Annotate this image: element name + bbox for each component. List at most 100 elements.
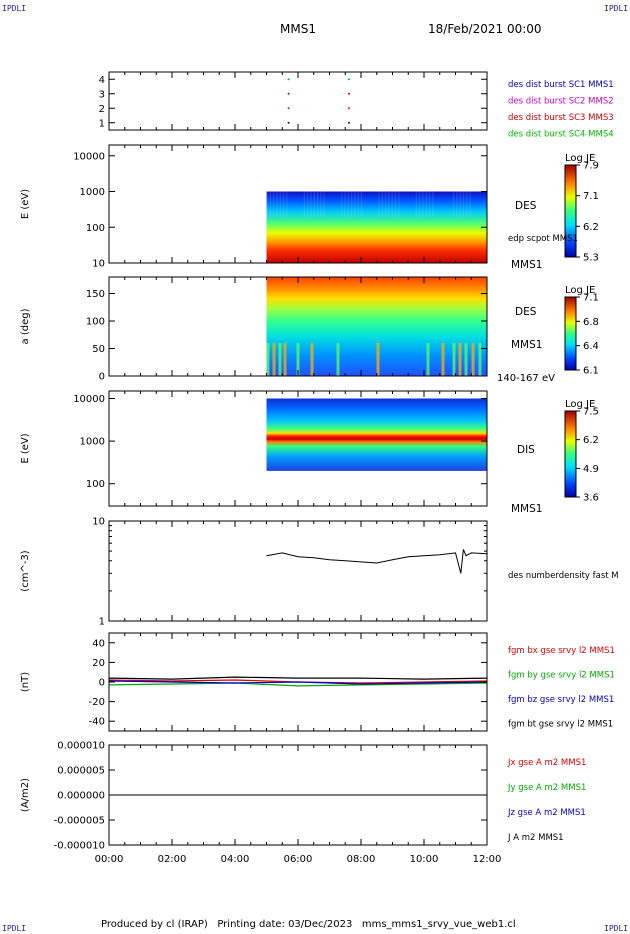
y-axis-label: (cm^-3)	[20, 550, 31, 591]
spectrogram-streak	[378, 191, 380, 217]
y-tick-label: 100	[86, 317, 105, 328]
pitch-streak	[278, 343, 282, 376]
legend-entry: fgm bx gse srvy l2 MMS1	[508, 646, 615, 656]
spacecraft-label: MMS1	[511, 259, 542, 271]
panel-frame-density	[108, 520, 488, 622]
y-axis-label: E (eV)	[20, 433, 31, 463]
spectrogram-streak	[466, 191, 468, 217]
burst-mark	[287, 121, 290, 124]
pitch-streak	[471, 343, 475, 376]
colorbar-tick-label: 7.1	[583, 293, 599, 304]
y-tick-label: 10000	[73, 394, 105, 405]
y-tick-label: 0.000010	[57, 741, 105, 752]
species-label: DES	[515, 200, 537, 212]
colorbar	[564, 410, 577, 498]
x-tick-label: 00:00	[95, 854, 124, 865]
legend-entry: fgm bz gse srvy l2 MMS1	[508, 695, 614, 705]
x-tick-label: 02:00	[158, 854, 187, 865]
spacecraft-label: MMS1	[511, 503, 542, 515]
axes-layer	[108, 71, 580, 846]
colorbar	[564, 164, 577, 258]
y-axis-label: (A/m2)	[20, 778, 31, 812]
des-energy-spectrogram	[266, 191, 487, 263]
y-tick-label: 150	[86, 289, 105, 300]
energy-range-label: 140-167 eV	[497, 373, 555, 384]
y-tick-label: -20	[89, 697, 105, 708]
y-tick-label: 10	[92, 517, 105, 528]
x-tick-label: 08:00	[347, 854, 376, 865]
spectrogram-streak	[313, 191, 315, 217]
spectrogram-streak	[266, 191, 268, 217]
pitch-streak	[426, 343, 430, 376]
legend-entry: J A m2 MMS1	[507, 833, 564, 843]
y-tick-label: 1000	[80, 437, 105, 448]
corner-tag-top-right: IPDLI	[604, 4, 629, 13]
pitch-streak	[458, 343, 462, 376]
spectrogram-streak	[357, 191, 359, 217]
spectrogram-streak	[462, 191, 465, 217]
spectrogram-streak	[381, 191, 383, 217]
spectrogram-streak	[398, 191, 400, 217]
colorbar-tick-label: 6.8	[583, 317, 599, 328]
spectrogram-streak	[310, 191, 312, 217]
fgm-line	[108, 680, 488, 685]
y-axis-label: a (deg)	[20, 308, 31, 344]
y-tick-label: 0	[99, 372, 105, 383]
labels-layer: 1 2 3 4 des dist burst SC1 MMS1 des dist burs…	[20, 75, 619, 865]
legend-entry: fgm bt gse srvy l2 MMS1	[508, 720, 613, 730]
spectrogram-layer	[108, 78, 488, 796]
y-tick-label: 0	[99, 678, 105, 689]
pitch-streak	[441, 343, 445, 376]
pitch-streak	[283, 343, 287, 376]
fgm-line	[108, 682, 488, 687]
legend-entry: Jx gse A m2 MMS1	[507, 758, 586, 768]
burst-mark	[347, 121, 350, 124]
pitch-streak	[478, 343, 482, 376]
colorbar-title: Log JE	[565, 399, 595, 410]
legend-entry: Jz gse A m2 MMS1	[507, 808, 586, 818]
x-tick-label: 10:00	[410, 854, 439, 865]
spectrogram-streak	[283, 191, 285, 217]
spectrogram-streak	[469, 191, 471, 217]
x-tick-label: 12:00	[473, 854, 502, 865]
y-tick-label: 10	[92, 259, 105, 270]
y-tick-label: 1	[99, 118, 105, 129]
spacecraft-title: MMS1	[280, 22, 316, 36]
burst-mark	[347, 78, 350, 81]
pitch-streak	[452, 343, 456, 376]
y-tick-label: 1000	[80, 187, 105, 198]
footer-credit: Produced by cl (IRAP) Printing date: 03/…	[101, 919, 516, 930]
y-tick-label: -0.000010	[54, 841, 105, 852]
spectrogram-streak	[422, 191, 424, 217]
colorbar-tick-label: 5.3	[583, 253, 599, 264]
pitch-streak	[266, 343, 270, 376]
burst-mark	[287, 107, 290, 110]
colorbar-tick-label: 6.1	[583, 366, 599, 377]
x-tick-label: 06:00	[284, 854, 313, 865]
spectrogram-streak	[286, 191, 288, 217]
colorbar-tick-label: 7.1	[583, 191, 599, 202]
spectrogram-streak	[459, 191, 461, 217]
pitch-streak	[464, 343, 468, 376]
y-tick-label: 4	[99, 75, 105, 86]
species-label: DIS	[517, 444, 535, 456]
spectrogram-streak	[323, 191, 325, 217]
date-title: 18/Feb/2021 00:00	[428, 22, 542, 36]
legend-entry: des dist burst SC1 MMS1	[508, 80, 614, 90]
spectrogram-streak	[347, 191, 349, 217]
colorbar	[564, 296, 577, 371]
y-tick-label: 0.000000	[57, 791, 105, 802]
spectrogram-streak	[394, 191, 397, 217]
spectrogram-streak	[341, 191, 343, 217]
legend-entry: des numberdensity fast M	[508, 571, 619, 581]
colorbar-title: Log JE	[565, 153, 595, 164]
y-tick-label: -0.000005	[54, 816, 105, 827]
spectrogram-streak	[428, 191, 431, 217]
pitch-streak	[336, 343, 340, 376]
y-tick-label: 1	[99, 617, 105, 628]
corner-tag-bottom-left: IPDLI	[2, 924, 27, 933]
spectrogram-streak	[303, 191, 305, 217]
y-tick-label: 50	[92, 344, 105, 355]
spacecraft-label: MMS1	[511, 339, 542, 351]
y-tick-label: 3	[99, 89, 105, 100]
